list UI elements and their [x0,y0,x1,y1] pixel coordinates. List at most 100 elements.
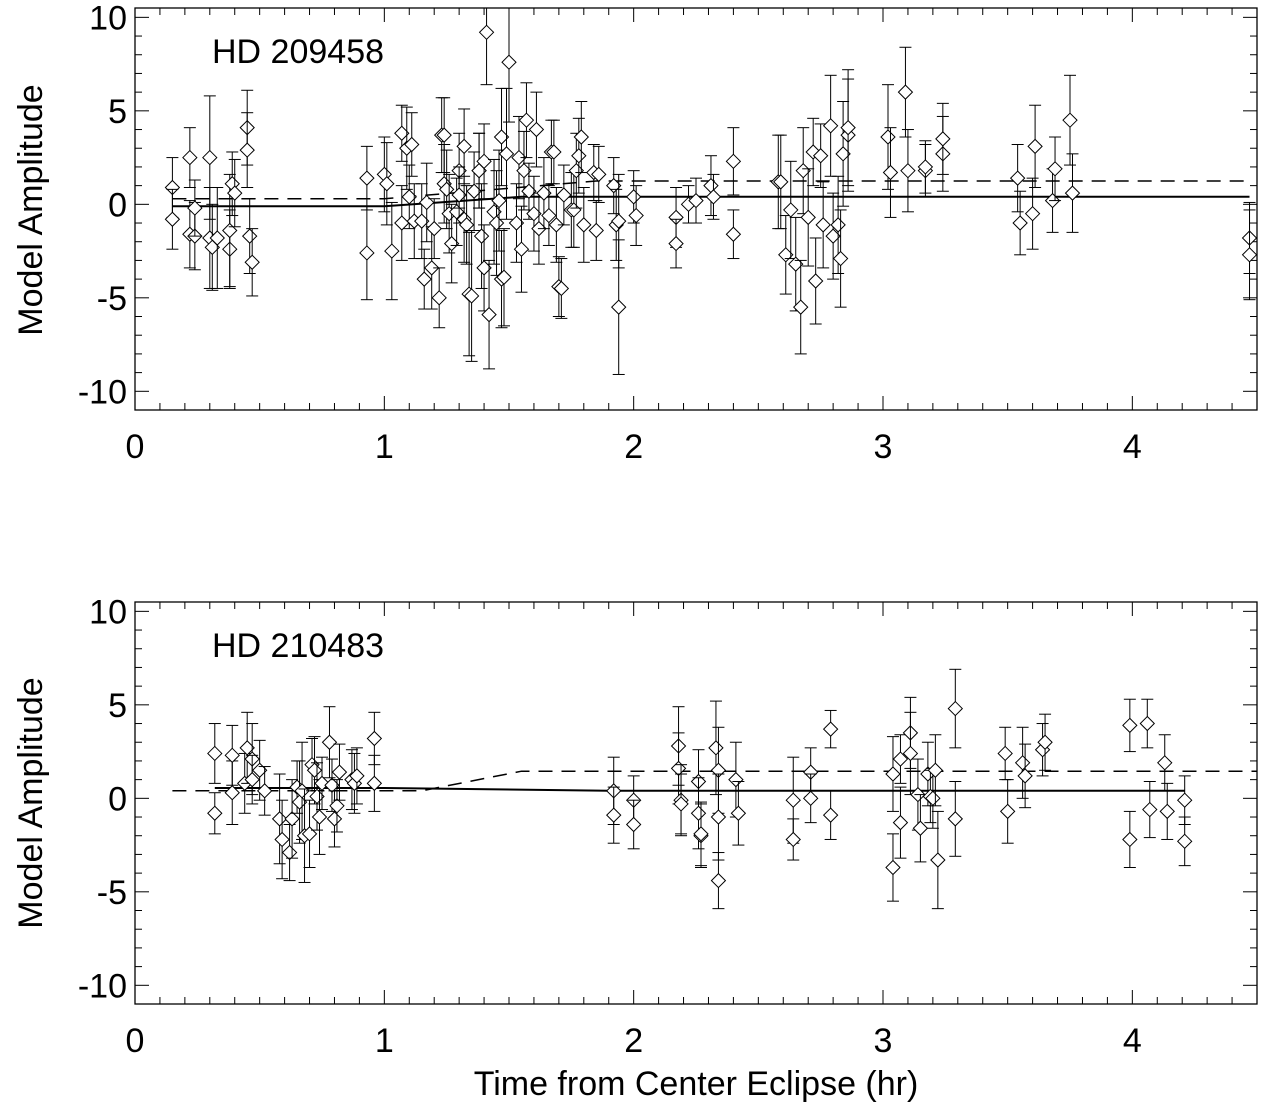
y-tick-label: 0 [108,186,127,224]
data-point [209,186,225,289]
data-point [1142,780,1158,839]
diamond-marker [244,771,260,788]
solid-line [172,195,1250,208]
data-point [930,810,946,910]
data-point [1157,734,1173,792]
data-point [900,129,916,213]
diamond-marker [207,745,223,762]
data-point [366,754,383,812]
diamond-marker [491,192,507,209]
data-point [917,140,934,194]
data-point [576,186,592,263]
data-point [1064,153,1081,233]
data-point [880,84,896,190]
data-point [187,179,203,237]
data-point [892,734,909,784]
data-point [528,91,545,168]
diamond-marker [331,764,348,780]
diamond-marker [1024,205,1041,222]
x-tick-label: 1 [375,1022,394,1060]
data-point [802,773,819,824]
diamond-marker [1014,755,1031,771]
diamond-marker [710,809,727,825]
diamond-marker [498,146,515,162]
diamond-marker [281,844,298,861]
data-point [244,754,260,805]
diamond-marker [164,211,181,227]
y-tick-label: 0 [108,780,127,818]
data-point [693,801,709,867]
diamond-marker [812,148,829,164]
diamond-marker [930,852,946,868]
data-point [271,773,288,865]
diamond-marker [501,54,517,70]
data-point [1034,723,1051,777]
diamond-marker [423,260,440,276]
data-point [548,186,565,263]
data-point [999,779,1016,844]
diamond-marker [999,803,1016,820]
data-point [591,145,607,203]
diamond-marker [628,207,644,224]
diamond-marker [394,215,410,231]
data-point [244,228,260,297]
data-point [710,773,727,861]
diamond-marker [436,127,452,143]
diamond-marker [693,826,709,842]
panel-hd-209458: 0 1 2 3 4 -10 -5 0 5 10 HD 209458 Model Amplitude [12,0,1258,466]
data-point [822,709,839,749]
dashed-line [172,180,1250,200]
diamond-marker [1009,170,1026,186]
data-point [703,155,719,217]
diamond-marker [725,153,742,170]
diamond-marker [1062,112,1078,128]
data-point [840,69,856,187]
diamond-marker [227,185,243,201]
x-tick-label: 2 [624,428,643,466]
data-point [728,741,744,818]
diamond-marker [456,138,472,155]
data-point [822,74,839,177]
diamond-marker [673,796,689,812]
data-point [947,668,964,749]
data-point [882,127,899,218]
y-tick-label: 5 [108,93,127,131]
diamond-marker [710,872,727,889]
diamond-marker [1157,755,1173,771]
diamond-marker [518,112,535,128]
data-point [207,723,223,784]
data-point [947,780,964,857]
diamond-marker [359,245,375,261]
solid-model-line [172,195,1250,208]
y-tick-label: 10 [89,0,127,37]
data-point [536,157,552,230]
data-point [892,786,909,859]
data-point [394,185,410,261]
x-tick-label: 0 [126,1022,145,1060]
data-point [725,127,742,196]
diamond-marker [496,269,512,285]
y-axis-label: Model Amplitude [12,84,50,335]
data-point [556,164,572,226]
data-point [628,185,644,246]
diamond-marker [349,768,365,784]
panel-hd-210483: 0 1 2 3 4 -10 -5 0 5 10 HD 210483 Model Amplitude [12,593,1258,1060]
data-point [1176,775,1193,826]
diamond-marker [256,783,273,799]
data-point [518,82,535,159]
x-tick-label: 3 [874,428,893,466]
diamond-marker [271,811,288,827]
data-point [573,100,590,174]
data-point [274,799,290,880]
x-tick-label: 0 [126,428,145,466]
axis-ticks [134,602,1258,1005]
data-point [885,833,901,902]
diamond-marker [708,740,724,756]
diamond-marker [416,271,432,287]
data-point [783,160,799,260]
diamond-marker [730,805,747,821]
diamond-marker [431,290,447,306]
data-point [476,224,492,312]
data-point [1027,104,1043,188]
diamond-marker [912,820,929,836]
